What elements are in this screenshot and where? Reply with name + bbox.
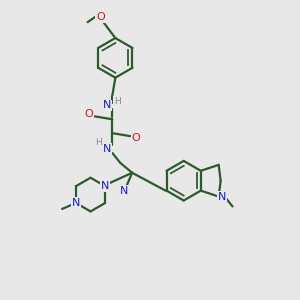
Text: N: N <box>103 144 112 154</box>
Text: N: N <box>72 198 80 208</box>
Text: O: O <box>132 133 140 143</box>
Text: O: O <box>84 109 93 119</box>
Text: O: O <box>96 12 105 22</box>
Text: H: H <box>95 138 102 147</box>
Text: N: N <box>120 186 128 196</box>
Text: N: N <box>103 100 112 110</box>
Text: N: N <box>218 192 226 202</box>
Text: N: N <box>101 181 109 191</box>
Text: H: H <box>114 97 121 106</box>
